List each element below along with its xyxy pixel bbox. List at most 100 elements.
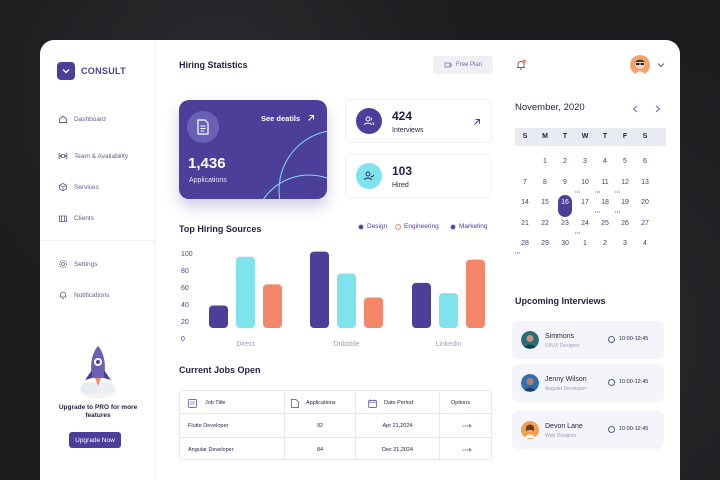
page-title: Hiring Statistics <box>179 60 248 70</box>
table-row[interactable]: Angular Developer 84 Dec 21,2024 <box>180 437 493 461</box>
sidebar-item-dashboard[interactable]: Dashboard <box>58 114 106 124</box>
calendar-day[interactable]: 28 <box>521 240 529 247</box>
bar-marketing[interactable] <box>364 297 383 328</box>
calendar-day[interactable]: 11 <box>601 178 609 186</box>
calendar-day[interactable]: 1 <box>583 240 587 247</box>
calendar-day[interactable]: 10 <box>581 178 589 186</box>
calendar-day[interactable]: 20 <box>641 199 649 206</box>
building-icon <box>59 215 67 222</box>
home-icon <box>59 115 67 123</box>
bar-design[interactable] <box>310 251 329 328</box>
arrow-right-icon[interactable] <box>461 447 472 452</box>
logo[interactable]: CONSULT <box>57 62 126 80</box>
bar-design[interactable] <box>412 282 431 328</box>
calendar-day[interactable]: 4 <box>643 240 647 247</box>
sidebar-item-services[interactable]: Services <box>58 182 99 192</box>
x-category-label: Linkedin <box>435 341 461 348</box>
bar-engineering[interactable] <box>337 273 356 328</box>
calendar-day[interactable]: 2 <box>563 158 567 165</box>
calendar-day[interactable]: 12 <box>621 178 629 186</box>
column-header: Date Period <box>384 400 414 406</box>
bar-engineering[interactable] <box>439 293 458 328</box>
arrow-up-right-icon[interactable] <box>473 118 481 126</box>
calendar-day[interactable]: 23 <box>561 219 569 227</box>
col-date-period[interactable]: Date Period <box>355 391 439 415</box>
calendar-day[interactable]: 2 <box>603 240 607 247</box>
sidebar-item-notifications[interactable]: Notifications <box>58 290 109 300</box>
calendar-day[interactable]: 9 <box>563 178 567 186</box>
upgrade-text: Upgrade to PRO for more features <box>58 404 138 419</box>
arrow-right-icon[interactable] <box>461 423 472 428</box>
calendar-day[interactable]: 8 <box>543 178 547 186</box>
file-icon <box>291 398 299 408</box>
calendar-day[interactable]: 14 <box>521 199 529 206</box>
chevron-down-icon[interactable] <box>657 62 665 68</box>
calendar-day[interactable]: 1 <box>543 158 547 165</box>
card-decoration <box>262 130 327 199</box>
calendar-day[interactable]: 26 <box>621 219 629 227</box>
sidebar-item-label: Clients <box>74 214 94 222</box>
interviews-card[interactable]: 424 Interviews <box>345 99 492 143</box>
sidebar-item-clients[interactable]: Clients <box>58 213 94 223</box>
table-row[interactable]: Flutte Developer 92 Apr 21,2024 <box>180 413 493 437</box>
col-job-title[interactable]: Job Title <box>180 391 284 415</box>
calendar-day[interactable]: 4 <box>603 158 607 165</box>
calendar-day[interactable]: 30 <box>561 240 569 247</box>
interviewee-name: Devon Lane <box>545 423 583 430</box>
legend-engineering[interactable]: Engineering <box>395 223 439 230</box>
command-icon <box>58 152 68 160</box>
event-dots: ••• <box>515 250 521 255</box>
calendar-day[interactable]: 24 <box>581 219 589 227</box>
calendar-day[interactable]: 19 <box>621 199 629 206</box>
free-plan-button[interactable]: Free Plan <box>433 56 493 74</box>
bar-marketing[interactable] <box>263 284 282 328</box>
calendar-day[interactable]: 18 <box>601 199 609 206</box>
calendar-day[interactable]: 21 <box>521 219 529 227</box>
calendar-day[interactable]: 22 <box>541 219 549 227</box>
options-cell[interactable] <box>439 414 493 437</box>
calendar-month: November, 2020 <box>515 102 585 113</box>
user-avatar[interactable] <box>630 55 650 75</box>
avatar <box>521 374 539 392</box>
interviewee-role: Angular Developer <box>545 386 587 392</box>
document-icon <box>187 111 219 143</box>
legend-marketing[interactable]: Marketing <box>450 223 488 230</box>
arrow-up-right-icon[interactable] <box>307 114 315 122</box>
calendar-day[interactable]: 6 <box>643 158 647 165</box>
interview-card[interactable]: Simmons UI/UX Designer 10:00-12:45 <box>512 321 664 359</box>
see-details-link[interactable]: See deatils <box>261 114 301 123</box>
gear-icon <box>59 260 67 268</box>
applications-card[interactable]: See deatils 1,436 Applications <box>179 100 327 199</box>
calendar-day[interactable]: 3 <box>623 240 627 247</box>
bar-design[interactable] <box>209 305 228 328</box>
sidebar: CONSULT Dashboard Team & Availability Se… <box>40 40 156 480</box>
legend-design[interactable]: Design <box>358 223 387 230</box>
calendar-day[interactable]: 17 <box>581 199 589 206</box>
calendar-day[interactable]: 29 <box>541 240 549 247</box>
calendar-day[interactable]: 16 <box>561 199 569 206</box>
chevron-right-icon[interactable] <box>655 105 661 113</box>
calendar-day[interactable]: 25 <box>601 219 609 227</box>
bar-engineering[interactable] <box>236 256 255 328</box>
bar-marketing[interactable] <box>466 259 485 328</box>
col-applications[interactable]: Applications <box>284 391 355 415</box>
legend-label: Engineering <box>404 223 439 230</box>
notification-bell-icon[interactable] <box>515 59 527 71</box>
calendar-day[interactable]: 3 <box>583 158 587 165</box>
chevron-left-icon[interactable] <box>632 105 638 113</box>
sidebar-item-team[interactable]: Team & Availability <box>58 151 128 161</box>
interview-card[interactable]: Jenny Wilson Angular Developer 10:00-12:… <box>512 364 664 402</box>
calendar-day[interactable]: 13 <box>641 178 649 186</box>
calendar-day[interactable]: 15 <box>541 199 549 206</box>
interview-card[interactable]: Devon Lane Web Designer 10:00-12:45 <box>512 411 664 449</box>
calendar-day[interactable]: 27 <box>641 219 649 227</box>
sidebar-item-settings[interactable]: Settings <box>58 259 98 269</box>
y-tick-label: 20 <box>181 319 189 326</box>
avatar <box>521 421 539 439</box>
calendar-day[interactable]: 5 <box>623 158 627 165</box>
hired-card[interactable]: 103 Hired <box>345 154 492 198</box>
brand-name: CONSULT <box>81 66 126 76</box>
calendar-day[interactable]: 7 <box>523 178 527 186</box>
options-cell[interactable] <box>439 438 493 461</box>
upgrade-button[interactable]: Upgrade Now <box>69 432 121 448</box>
